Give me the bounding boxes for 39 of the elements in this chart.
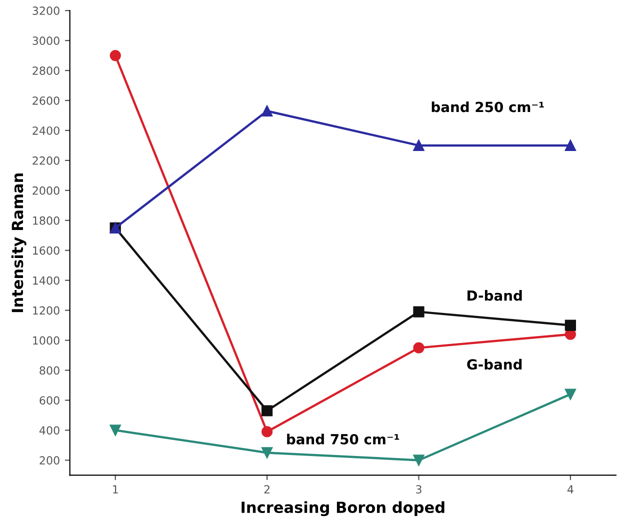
point bbox=[261, 426, 273, 438]
series-label: G-band bbox=[467, 358, 522, 370]
x-tick-label: 1 bbox=[113, 485, 118, 494]
x-axis-title: Increasing Boron doped bbox=[242, 501, 444, 516]
y-tick-label: 1400 bbox=[33, 276, 60, 285]
point bbox=[261, 105, 273, 117]
y-tick-label: 1200 bbox=[33, 306, 60, 315]
y-tick-label: 1600 bbox=[33, 246, 60, 255]
y-tick-label: 1800 bbox=[33, 216, 60, 225]
x-tick-label: 4 bbox=[567, 485, 574, 494]
y-tick-label: 200 bbox=[40, 456, 60, 465]
x-tick-label: 2 bbox=[264, 485, 270, 494]
point bbox=[261, 447, 273, 458]
point bbox=[564, 320, 576, 331]
series-label: band 750 cm⁻¹ bbox=[287, 434, 400, 444]
y-tick-label: 600 bbox=[40, 396, 60, 405]
point bbox=[110, 424, 121, 436]
y-tick-label: 3200 bbox=[32, 6, 60, 15]
series-label: D-band bbox=[468, 290, 522, 301]
y-tick-label: 3000 bbox=[32, 36, 60, 45]
y-tick-label: 2800 bbox=[32, 66, 60, 75]
point bbox=[413, 342, 424, 354]
point bbox=[413, 306, 424, 318]
y-tick-label: 2400 bbox=[32, 126, 60, 135]
point bbox=[413, 140, 424, 152]
y-axis-title: Intensity Raman bbox=[11, 173, 26, 312]
point bbox=[564, 140, 576, 152]
y-tick-label: 2200 bbox=[32, 156, 60, 165]
y-tick-label: 800 bbox=[40, 366, 60, 375]
point bbox=[261, 405, 273, 416]
x-tick-label: 3 bbox=[416, 485, 422, 494]
y-tick-label: 1000 bbox=[33, 336, 60, 345]
point bbox=[413, 454, 424, 466]
point bbox=[110, 50, 121, 62]
text: band 250 cm⁻¹ bbox=[432, 101, 544, 112]
y-tick-label: 2600 bbox=[32, 96, 60, 105]
point bbox=[564, 388, 576, 400]
y-tick-label: 2000 bbox=[32, 186, 60, 195]
y-tick-label: 400 bbox=[39, 426, 60, 435]
